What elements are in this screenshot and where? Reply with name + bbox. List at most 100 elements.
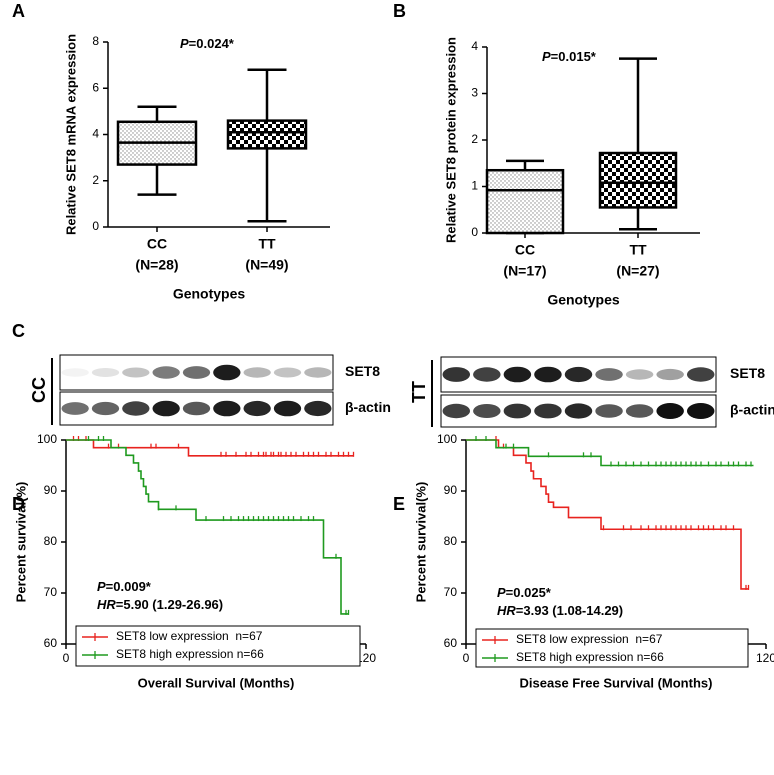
panel-label: E [393, 494, 405, 514]
annotation: P=0.009* [97, 579, 152, 594]
survival-curve [466, 439, 754, 467]
blot-band [442, 403, 471, 419]
annotation-text: =3.93 (1.08-14.29) [516, 603, 623, 618]
annotation-text: =5.90 (1.29-26.96) [116, 597, 223, 612]
blot-band [595, 404, 623, 418]
y-tick-label: 70 [444, 585, 458, 599]
blot-band [534, 403, 562, 419]
survival-curve [466, 439, 749, 590]
blot-band [503, 366, 532, 383]
blot-band [182, 366, 211, 379]
blot-row-label: SET8 [345, 363, 380, 379]
genotype-label: CC [29, 377, 49, 403]
panel-label: D [12, 494, 25, 514]
legend-box [475, 628, 749, 668]
box [485, 168, 565, 235]
y-tick-label: 100 [37, 432, 57, 446]
blot-row-label: β-actin [345, 399, 391, 415]
blot-band [564, 366, 593, 383]
survival-curve [66, 439, 349, 615]
y-axis-title: Percent survival(%) [13, 482, 28, 603]
blot-band [122, 401, 150, 416]
genotype-label: TT [409, 381, 429, 403]
y-tick-label: 80 [44, 534, 58, 548]
annotation: HR=5.90 (1.29-26.96) [97, 597, 223, 612]
y-tick-label: 4 [92, 127, 99, 141]
box [598, 151, 678, 209]
y-tick-label: 90 [444, 483, 458, 497]
annotation: P=0.015* [542, 49, 597, 64]
y-tick-label: 90 [44, 483, 58, 497]
x-tick-label: CC [147, 236, 167, 252]
sample-size-label: (N=27) [616, 263, 659, 279]
blot-band [304, 400, 332, 417]
panel-label: C [12, 321, 25, 341]
blot-band [564, 403, 593, 419]
y-axis-title: Relative SET8 protein expression [443, 37, 458, 243]
annotation: P=0.024* [180, 36, 235, 51]
x-axis-title: Genotypes [547, 292, 620, 308]
blot-band [61, 402, 89, 415]
sample-size-label: (N=17) [503, 263, 546, 279]
x-axis-title: Disease Free Survival (Months) [520, 675, 713, 690]
sample-size-label: (N=49) [245, 257, 288, 273]
blot-band [273, 367, 302, 378]
blot-band [656, 368, 684, 381]
blot-band [122, 367, 150, 378]
x-tick-label: CC [515, 242, 535, 258]
sample-size-label: (N=28) [135, 257, 178, 273]
annotation-symbol: P [97, 579, 106, 594]
blot-band [304, 367, 332, 378]
blot-band [273, 400, 302, 417]
y-tick-label: 60 [444, 636, 458, 650]
y-axis-title: Percent survival(%) [413, 482, 428, 603]
blot-band [625, 369, 654, 380]
x-tick-label: 120 [756, 651, 774, 665]
y-tick-label: 100 [437, 432, 457, 446]
panel-label: A [12, 1, 25, 21]
blot-band [152, 366, 180, 379]
legend-label: SET8 high expression n=66 [516, 650, 664, 664]
x-axis-title: Overall Survival (Months) [138, 675, 295, 690]
blot-band [61, 368, 89, 377]
blot-band [503, 403, 532, 419]
x-axis-title: Genotypes [173, 286, 246, 302]
y-tick-label: 2 [471, 132, 478, 146]
legend-box [75, 625, 361, 667]
y-tick-label: 0 [471, 225, 478, 239]
annotation-symbol: HR [97, 597, 116, 612]
blot-band [625, 404, 654, 418]
x-tick-label: TT [258, 236, 276, 252]
legend-label: SET8 low expression n=67 [516, 632, 663, 646]
blot-band [243, 367, 271, 378]
annotation-text: =0.009* [106, 579, 152, 594]
annotation: P=0.025* [497, 585, 552, 600]
blot-band [595, 368, 623, 381]
blot-band [473, 404, 501, 418]
blot-row-label: SET8 [730, 365, 765, 381]
y-tick-label: 4 [471, 39, 478, 53]
annotation-text: =0.024* [189, 36, 235, 51]
blot-band [686, 403, 715, 419]
blot-band [213, 400, 241, 417]
y-tick-label: 80 [444, 534, 458, 548]
annotation: HR=3.93 (1.08-14.29) [497, 603, 623, 618]
blot-band [473, 367, 501, 382]
annotation-symbol: HR [497, 603, 516, 618]
blot-band [243, 400, 271, 417]
y-axis-title: Relative SET8 mRNA expression [63, 34, 78, 235]
x-tick-label: 120 [356, 651, 376, 665]
blot-band [656, 403, 684, 419]
y-tick-label: 6 [92, 80, 99, 94]
annotation-symbol: P [542, 49, 551, 64]
blot-band [442, 367, 471, 382]
blot-band [91, 368, 120, 377]
x-tick-label: TT [629, 242, 647, 258]
box [226, 119, 308, 150]
annotation-text: =0.025* [506, 585, 552, 600]
blot-band [686, 367, 715, 382]
blot-band [213, 364, 241, 381]
y-tick-label: 0 [92, 219, 99, 233]
y-tick-label: 3 [471, 86, 478, 100]
